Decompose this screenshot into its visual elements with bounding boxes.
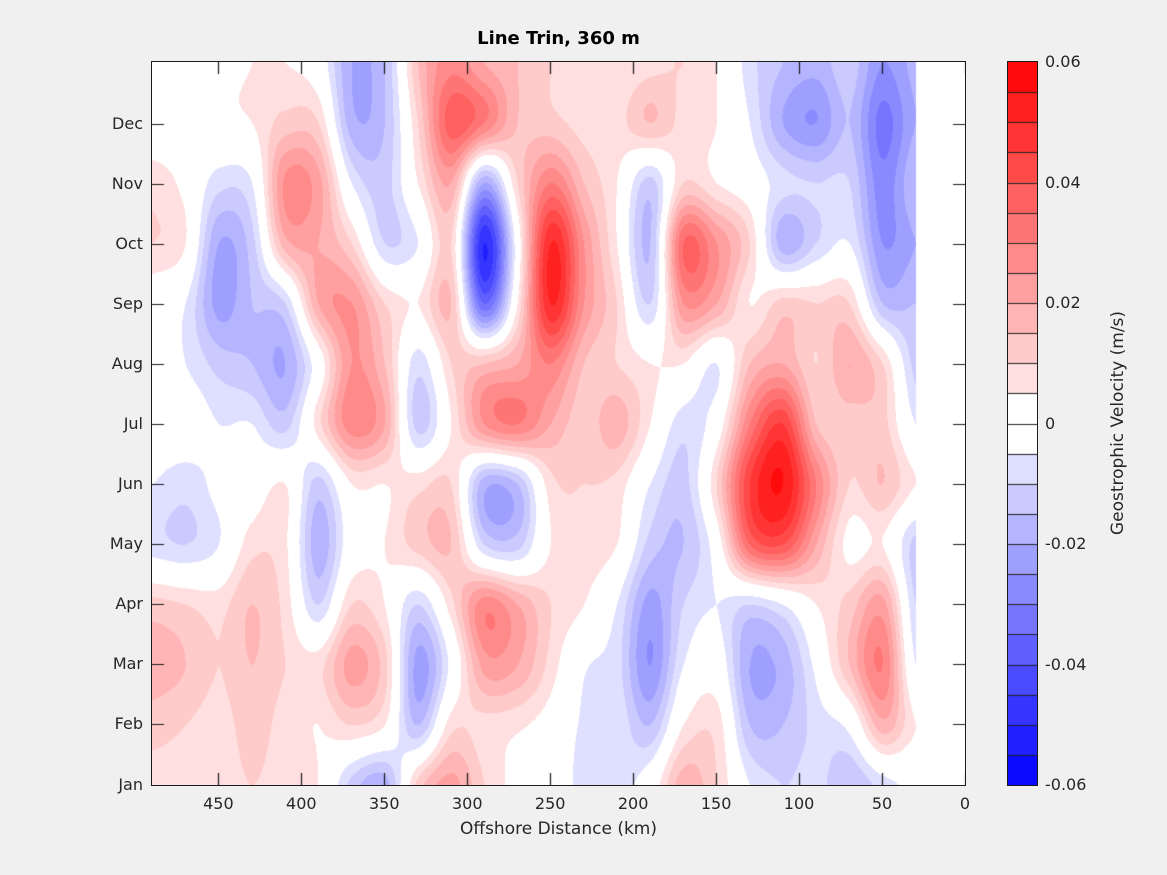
y-tick-label: Feb: [114, 714, 143, 734]
y-tick-label: Jan: [118, 774, 143, 794]
y-tick-label: Dec: [112, 114, 143, 133]
x-tick-label: 0: [959, 794, 971, 813]
x-tick-label: 350: [369, 794, 400, 813]
colorbar: [1007, 61, 1038, 786]
x-tick-label: 100: [783, 794, 815, 813]
colorbar-tick-label: 0.06: [1045, 52, 1081, 71]
y-tick-label: Jul: [123, 414, 143, 434]
colorbar-tick-label: -0.02: [1045, 534, 1087, 553]
x-tick-label: 300: [451, 794, 483, 813]
y-tick-label: Mar: [112, 654, 143, 674]
x-tick-label: 200: [617, 794, 649, 813]
colorbar-tick-label: 0.04: [1045, 172, 1081, 192]
x-tick-label: 400: [286, 794, 317, 813]
plot-area: [151, 61, 966, 786]
y-tick-label: Oct: [115, 234, 143, 254]
x-tick-label: 450: [203, 794, 234, 813]
colorbar-canvas: [1008, 62, 1037, 785]
contour-field-canvas: [152, 62, 965, 785]
x-tick-label: 150: [700, 794, 732, 813]
y-tick-label: Jun: [118, 474, 143, 494]
y-tick-label: Nov: [111, 174, 143, 194]
y-tick-label: Aug: [111, 354, 143, 374]
y-tick-label: Apr: [115, 594, 143, 614]
colorbar-label: Geostrophic Velocity (m/s): [1108, 310, 1128, 536]
colorbar-tick-label: -0.06: [1045, 775, 1087, 794]
y-tick-label: Sep: [112, 294, 143, 314]
colorbar-tick-label: 0.02: [1045, 293, 1081, 312]
x-tick-label: 250: [534, 794, 566, 813]
colorbar-tick-label: -0.04: [1045, 654, 1087, 674]
x-axis-label: Offshore Distance (km): [459, 819, 657, 839]
x-tick-label: 50: [871, 794, 893, 813]
y-tick-label: May: [109, 534, 143, 554]
plot-title: Line Trin, 360 m: [477, 28, 640, 49]
colorbar-tick-label: 0: [1045, 413, 1056, 433]
